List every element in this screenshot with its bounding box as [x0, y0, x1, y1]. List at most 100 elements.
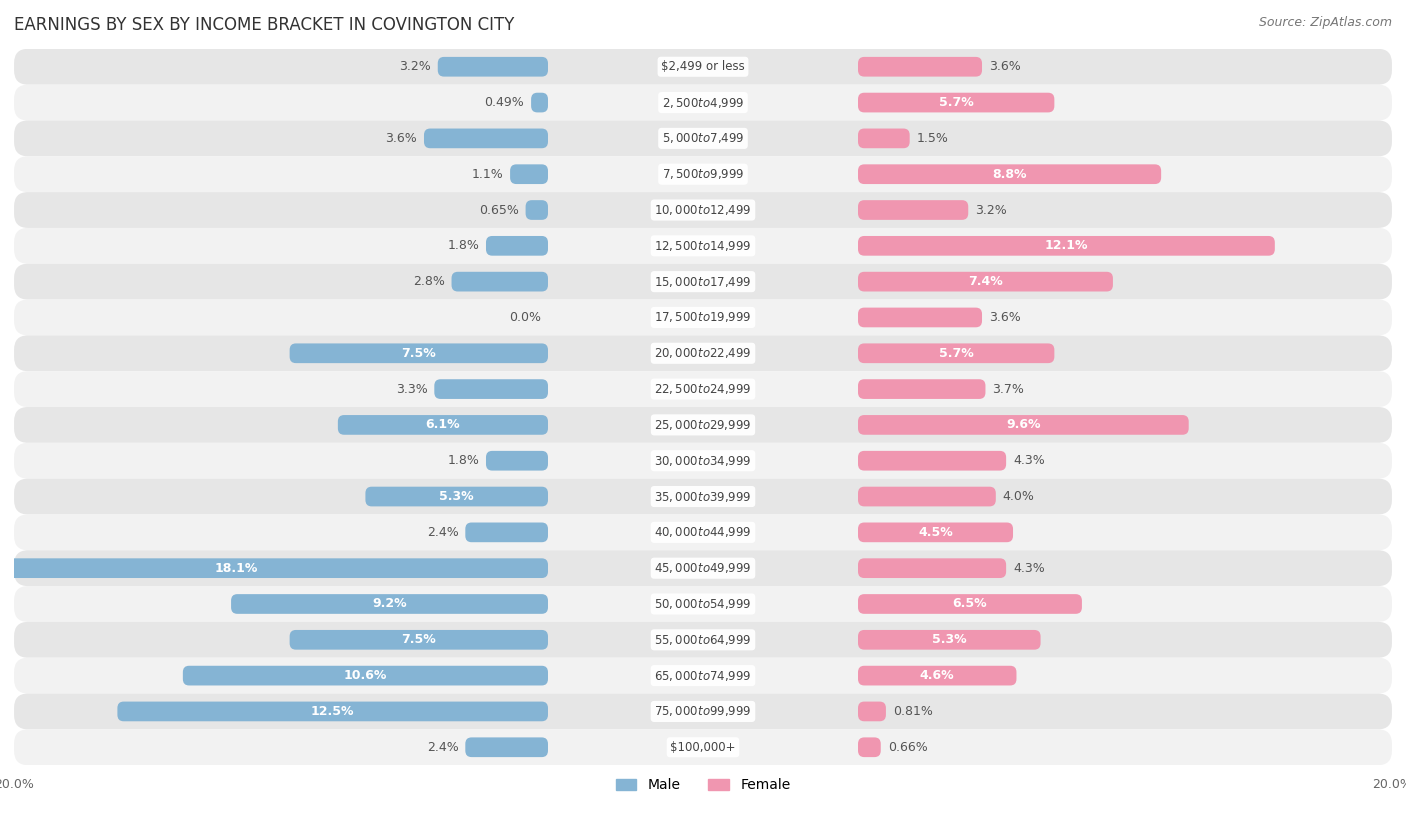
Text: $5,000 to $7,499: $5,000 to $7,499 [662, 131, 744, 146]
FancyBboxPatch shape [858, 487, 995, 506]
Text: 3.2%: 3.2% [976, 204, 1007, 217]
Text: 4.5%: 4.5% [918, 526, 953, 539]
FancyBboxPatch shape [858, 236, 1275, 256]
Text: 0.0%: 0.0% [509, 311, 541, 324]
FancyBboxPatch shape [290, 630, 548, 650]
Text: $45,000 to $49,999: $45,000 to $49,999 [654, 561, 752, 575]
FancyBboxPatch shape [14, 49, 1392, 85]
Text: 1.1%: 1.1% [471, 168, 503, 181]
FancyBboxPatch shape [14, 514, 1392, 550]
Text: $2,499 or less: $2,499 or less [661, 60, 745, 73]
Legend: Male, Female: Male, Female [610, 772, 796, 798]
FancyBboxPatch shape [858, 451, 1007, 470]
Text: 3.3%: 3.3% [395, 383, 427, 396]
FancyBboxPatch shape [510, 164, 548, 184]
Text: 3.6%: 3.6% [988, 311, 1021, 324]
FancyBboxPatch shape [858, 523, 1012, 542]
FancyBboxPatch shape [14, 694, 1392, 729]
Text: 0.65%: 0.65% [479, 204, 519, 217]
Text: $25,000 to $29,999: $25,000 to $29,999 [654, 418, 752, 432]
Text: 4.3%: 4.3% [1012, 454, 1045, 467]
FancyBboxPatch shape [14, 729, 1392, 765]
Text: $22,500 to $24,999: $22,500 to $24,999 [654, 382, 752, 396]
Text: $35,000 to $39,999: $35,000 to $39,999 [654, 489, 752, 504]
FancyBboxPatch shape [451, 272, 548, 291]
Text: 7.5%: 7.5% [402, 633, 436, 646]
FancyBboxPatch shape [858, 344, 1054, 363]
Text: 3.6%: 3.6% [385, 132, 418, 145]
FancyBboxPatch shape [183, 666, 548, 685]
Text: 1.5%: 1.5% [917, 132, 949, 145]
FancyBboxPatch shape [14, 550, 1392, 586]
Text: 0.66%: 0.66% [887, 741, 928, 754]
Text: 2.4%: 2.4% [426, 526, 458, 539]
FancyBboxPatch shape [14, 371, 1392, 407]
FancyBboxPatch shape [858, 594, 1083, 614]
FancyBboxPatch shape [858, 93, 1054, 112]
Text: $7,500 to $9,999: $7,500 to $9,999 [662, 167, 744, 182]
FancyBboxPatch shape [14, 622, 1392, 658]
Text: 10.6%: 10.6% [343, 669, 387, 682]
Text: 2.4%: 2.4% [426, 741, 458, 754]
FancyBboxPatch shape [337, 415, 548, 435]
FancyBboxPatch shape [526, 200, 548, 220]
FancyBboxPatch shape [858, 57, 981, 77]
FancyBboxPatch shape [14, 407, 1392, 443]
Text: 0.81%: 0.81% [893, 705, 932, 718]
Text: 6.1%: 6.1% [426, 418, 460, 431]
Text: Source: ZipAtlas.com: Source: ZipAtlas.com [1258, 16, 1392, 29]
FancyBboxPatch shape [486, 236, 548, 256]
FancyBboxPatch shape [858, 630, 1040, 650]
Text: 9.2%: 9.2% [373, 597, 406, 610]
FancyBboxPatch shape [531, 93, 548, 112]
Text: $100,000+: $100,000+ [671, 741, 735, 754]
Text: $2,500 to $4,999: $2,500 to $4,999 [662, 95, 744, 110]
FancyBboxPatch shape [14, 335, 1392, 371]
Text: 0.49%: 0.49% [485, 96, 524, 109]
FancyBboxPatch shape [858, 164, 1161, 184]
Text: $12,500 to $14,999: $12,500 to $14,999 [654, 239, 752, 253]
FancyBboxPatch shape [14, 479, 1392, 514]
Text: $65,000 to $74,999: $65,000 to $74,999 [654, 668, 752, 683]
FancyBboxPatch shape [858, 200, 969, 220]
FancyBboxPatch shape [858, 379, 986, 399]
Text: 5.3%: 5.3% [440, 490, 474, 503]
Text: 6.5%: 6.5% [953, 597, 987, 610]
Text: 7.4%: 7.4% [969, 275, 1002, 288]
Text: 5.7%: 5.7% [939, 347, 973, 360]
Text: $50,000 to $54,999: $50,000 to $54,999 [654, 597, 752, 611]
Text: 3.7%: 3.7% [993, 383, 1024, 396]
FancyBboxPatch shape [14, 264, 1392, 300]
Text: 20.0%: 20.0% [1372, 777, 1406, 790]
Text: 20.0%: 20.0% [0, 777, 34, 790]
FancyBboxPatch shape [14, 658, 1392, 694]
FancyBboxPatch shape [425, 129, 548, 148]
FancyBboxPatch shape [14, 85, 1392, 120]
FancyBboxPatch shape [858, 558, 1007, 578]
FancyBboxPatch shape [465, 737, 548, 757]
FancyBboxPatch shape [437, 57, 548, 77]
FancyBboxPatch shape [366, 487, 548, 506]
FancyBboxPatch shape [858, 272, 1114, 291]
Text: 1.8%: 1.8% [447, 454, 479, 467]
Text: 12.5%: 12.5% [311, 705, 354, 718]
Text: 8.8%: 8.8% [993, 168, 1026, 181]
FancyBboxPatch shape [858, 702, 886, 721]
Text: 5.7%: 5.7% [939, 96, 973, 109]
FancyBboxPatch shape [14, 586, 1392, 622]
Text: 1.8%: 1.8% [447, 239, 479, 252]
Text: 9.6%: 9.6% [1007, 418, 1040, 431]
Text: 7.5%: 7.5% [402, 347, 436, 360]
FancyBboxPatch shape [14, 156, 1392, 192]
Text: 12.1%: 12.1% [1045, 239, 1088, 252]
FancyBboxPatch shape [465, 523, 548, 542]
Text: EARNINGS BY SEX BY INCOME BRACKET IN COVINGTON CITY: EARNINGS BY SEX BY INCOME BRACKET IN COV… [14, 16, 515, 34]
FancyBboxPatch shape [858, 129, 910, 148]
FancyBboxPatch shape [290, 344, 548, 363]
Text: 2.8%: 2.8% [413, 275, 444, 288]
FancyBboxPatch shape [14, 228, 1392, 264]
Text: 4.0%: 4.0% [1002, 490, 1035, 503]
FancyBboxPatch shape [434, 379, 548, 399]
FancyBboxPatch shape [858, 666, 1017, 685]
FancyBboxPatch shape [858, 415, 1188, 435]
